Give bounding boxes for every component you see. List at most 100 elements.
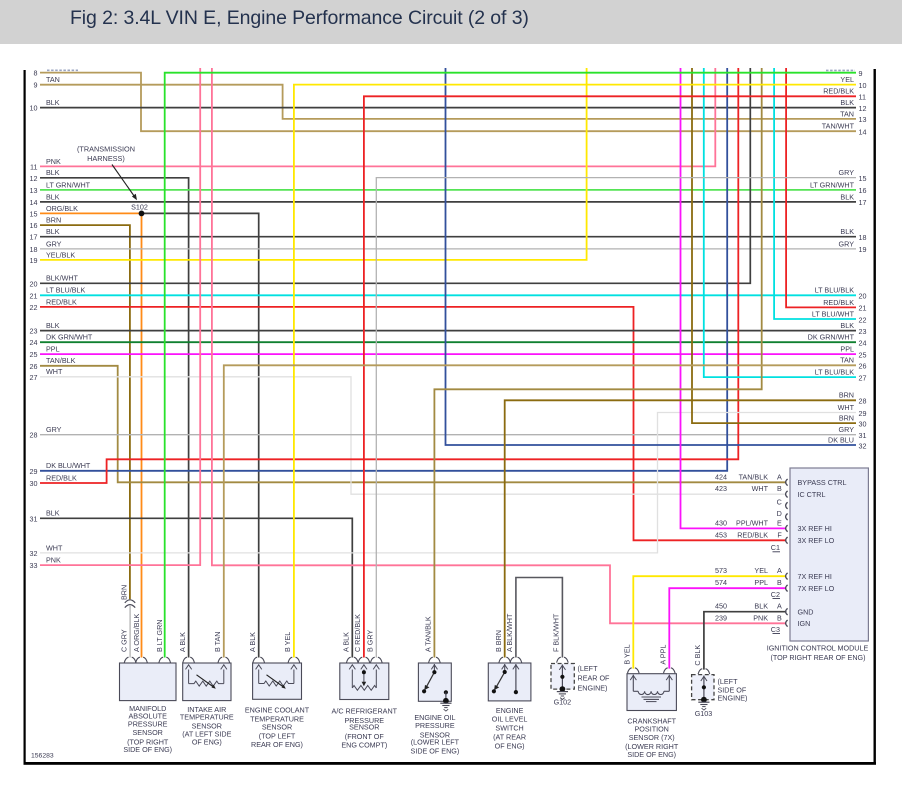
svg-text:7X REF HI: 7X REF HI (798, 572, 832, 581)
svg-text:F: F (777, 530, 782, 539)
svg-text:BLK: BLK (46, 192, 60, 201)
svg-text:BLK: BLK (46, 98, 60, 107)
svg-text:SENSOR: SENSOR (349, 723, 379, 732)
svg-text:23: 23 (30, 327, 38, 336)
svg-text:24: 24 (30, 338, 38, 347)
svg-text:DK GRN/WHT: DK GRN/WHT (808, 333, 855, 342)
svg-text:13: 13 (30, 186, 38, 195)
svg-text:LT BLU/BLK: LT BLU/BLK (815, 368, 854, 377)
svg-text:PNK: PNK (46, 157, 61, 166)
svg-text:RED/BLK: RED/BLK (46, 473, 77, 482)
svg-text:B YEL: B YEL (623, 644, 632, 664)
svg-text:YEL: YEL (754, 566, 768, 575)
svg-text:ENGINE): ENGINE) (718, 693, 748, 702)
svg-text:PRESSURE: PRESSURE (128, 720, 168, 729)
svg-text:8: 8 (34, 69, 38, 78)
svg-text:F BLK/WHT: F BLK/WHT (552, 613, 561, 652)
svg-text:ORG/BLK: ORG/BLK (46, 204, 78, 213)
svg-text:(FRONT OF: (FRONT OF (345, 732, 385, 741)
svg-text:ENGINE OIL: ENGINE OIL (414, 713, 455, 722)
svg-text:LT GRN/WHT: LT GRN/WHT (46, 180, 91, 189)
svg-text:453: 453 (715, 530, 727, 539)
svg-text:CRANKSHAFT: CRANKSHAFT (627, 717, 676, 726)
svg-text:12: 12 (859, 104, 867, 113)
svg-text:17: 17 (30, 233, 38, 242)
svg-text:C RED/BLK: C RED/BLK (353, 614, 362, 652)
svg-text:(AT REAR: (AT REAR (493, 733, 526, 742)
svg-text:574: 574 (715, 578, 727, 587)
svg-text:19: 19 (30, 256, 38, 265)
svg-text:WHT: WHT (46, 543, 63, 552)
svg-text:16: 16 (859, 186, 867, 195)
svg-text:BLK/WHT: BLK/WHT (46, 274, 79, 283)
svg-text:SWITCH: SWITCH (495, 724, 523, 733)
svg-text:B BRN: B BRN (494, 630, 503, 652)
svg-text:30: 30 (30, 479, 38, 488)
svg-text:25: 25 (859, 350, 867, 359)
svg-text:26: 26 (859, 362, 867, 371)
svg-text:20: 20 (859, 292, 867, 301)
svg-text:B: B (777, 578, 782, 587)
svg-text:22: 22 (859, 315, 867, 324)
svg-text:C BLK: C BLK (693, 645, 702, 666)
svg-text:450: 450 (715, 602, 727, 611)
svg-text:RED/BLK: RED/BLK (823, 298, 854, 307)
svg-text:31: 31 (30, 514, 38, 523)
svg-text:BRN: BRN (46, 216, 61, 225)
svg-text:ENGINE: ENGINE (496, 706, 524, 715)
svg-text:RED/BLK: RED/BLK (823, 87, 854, 96)
svg-text:TAN: TAN (46, 75, 60, 84)
svg-text:G103: G103 (695, 709, 713, 718)
svg-text:(TOP RIGHT REAR OF ENG): (TOP RIGHT REAR OF ENG) (770, 653, 865, 662)
svg-text:C: C (777, 498, 782, 507)
svg-text:PPL/WHT: PPL/WHT (736, 518, 769, 527)
svg-text:18: 18 (859, 233, 867, 242)
svg-text:OF ENG): OF ENG) (495, 741, 525, 750)
svg-text:30: 30 (859, 419, 867, 428)
svg-text:9: 9 (34, 81, 38, 90)
svg-text:31: 31 (859, 431, 867, 440)
svg-text:RED/BLK: RED/BLK (737, 530, 768, 539)
svg-text:430: 430 (715, 518, 727, 527)
svg-text:(LEFT: (LEFT (718, 677, 739, 686)
svg-text:SENSOR (7X): SENSOR (7X) (629, 733, 675, 742)
svg-text:PRESSURE: PRESSURE (345, 716, 385, 725)
svg-text:29: 29 (859, 409, 867, 418)
svg-text:BLK: BLK (840, 321, 854, 330)
svg-text:BLK: BLK (840, 98, 854, 107)
svg-text:3X REF HI: 3X REF HI (798, 524, 832, 533)
svg-text:SENSOR: SENSOR (133, 728, 163, 737)
svg-text:BLK: BLK (46, 168, 60, 177)
svg-text:LT BLU/WHT: LT BLU/WHT (812, 309, 855, 318)
svg-text:DK BLU/WHT: DK BLU/WHT (46, 461, 91, 470)
svg-text:GND: GND (798, 607, 814, 616)
svg-text:LT BLU/BLK: LT BLU/BLK (46, 286, 85, 295)
svg-text:C GRY: C GRY (119, 629, 128, 652)
svg-text:SIDE OF ENG): SIDE OF ENG) (411, 746, 460, 755)
svg-text:19: 19 (859, 245, 867, 254)
svg-text:A BLK/WHT: A BLK/WHT (505, 613, 514, 652)
svg-text:24: 24 (859, 339, 867, 348)
svg-text:HARNESS): HARNESS) (87, 154, 125, 163)
svg-text:SENSOR: SENSOR (192, 721, 222, 730)
svg-text:TAN/WHT: TAN/WHT (822, 122, 855, 131)
svg-text:IGN: IGN (798, 619, 811, 628)
svg-text:ENGINE COOLANT: ENGINE COOLANT (245, 706, 310, 715)
svg-text:BLK: BLK (46, 509, 60, 518)
svg-text:REAR OF: REAR OF (578, 674, 611, 683)
svg-text:A PPL: A PPL (659, 645, 668, 665)
svg-text:(LEFT: (LEFT (578, 664, 599, 673)
svg-text:10: 10 (859, 81, 867, 90)
svg-text:C2: C2 (771, 590, 780, 599)
svg-text:PPL: PPL (840, 345, 854, 354)
svg-text:(LOWER LEFT: (LOWER LEFT (411, 738, 460, 747)
svg-text:WHT: WHT (752, 484, 769, 493)
svg-text:ABSOLUTE: ABSOLUTE (129, 712, 168, 721)
svg-text:B YEL: B YEL (283, 632, 292, 652)
svg-text:PNK: PNK (46, 556, 61, 565)
svg-text:BLK: BLK (840, 192, 854, 201)
svg-text:18: 18 (30, 245, 38, 254)
svg-text:DK BLU: DK BLU (828, 435, 854, 444)
svg-text:32: 32 (30, 549, 38, 558)
svg-text:GRY: GRY (46, 425, 62, 434)
